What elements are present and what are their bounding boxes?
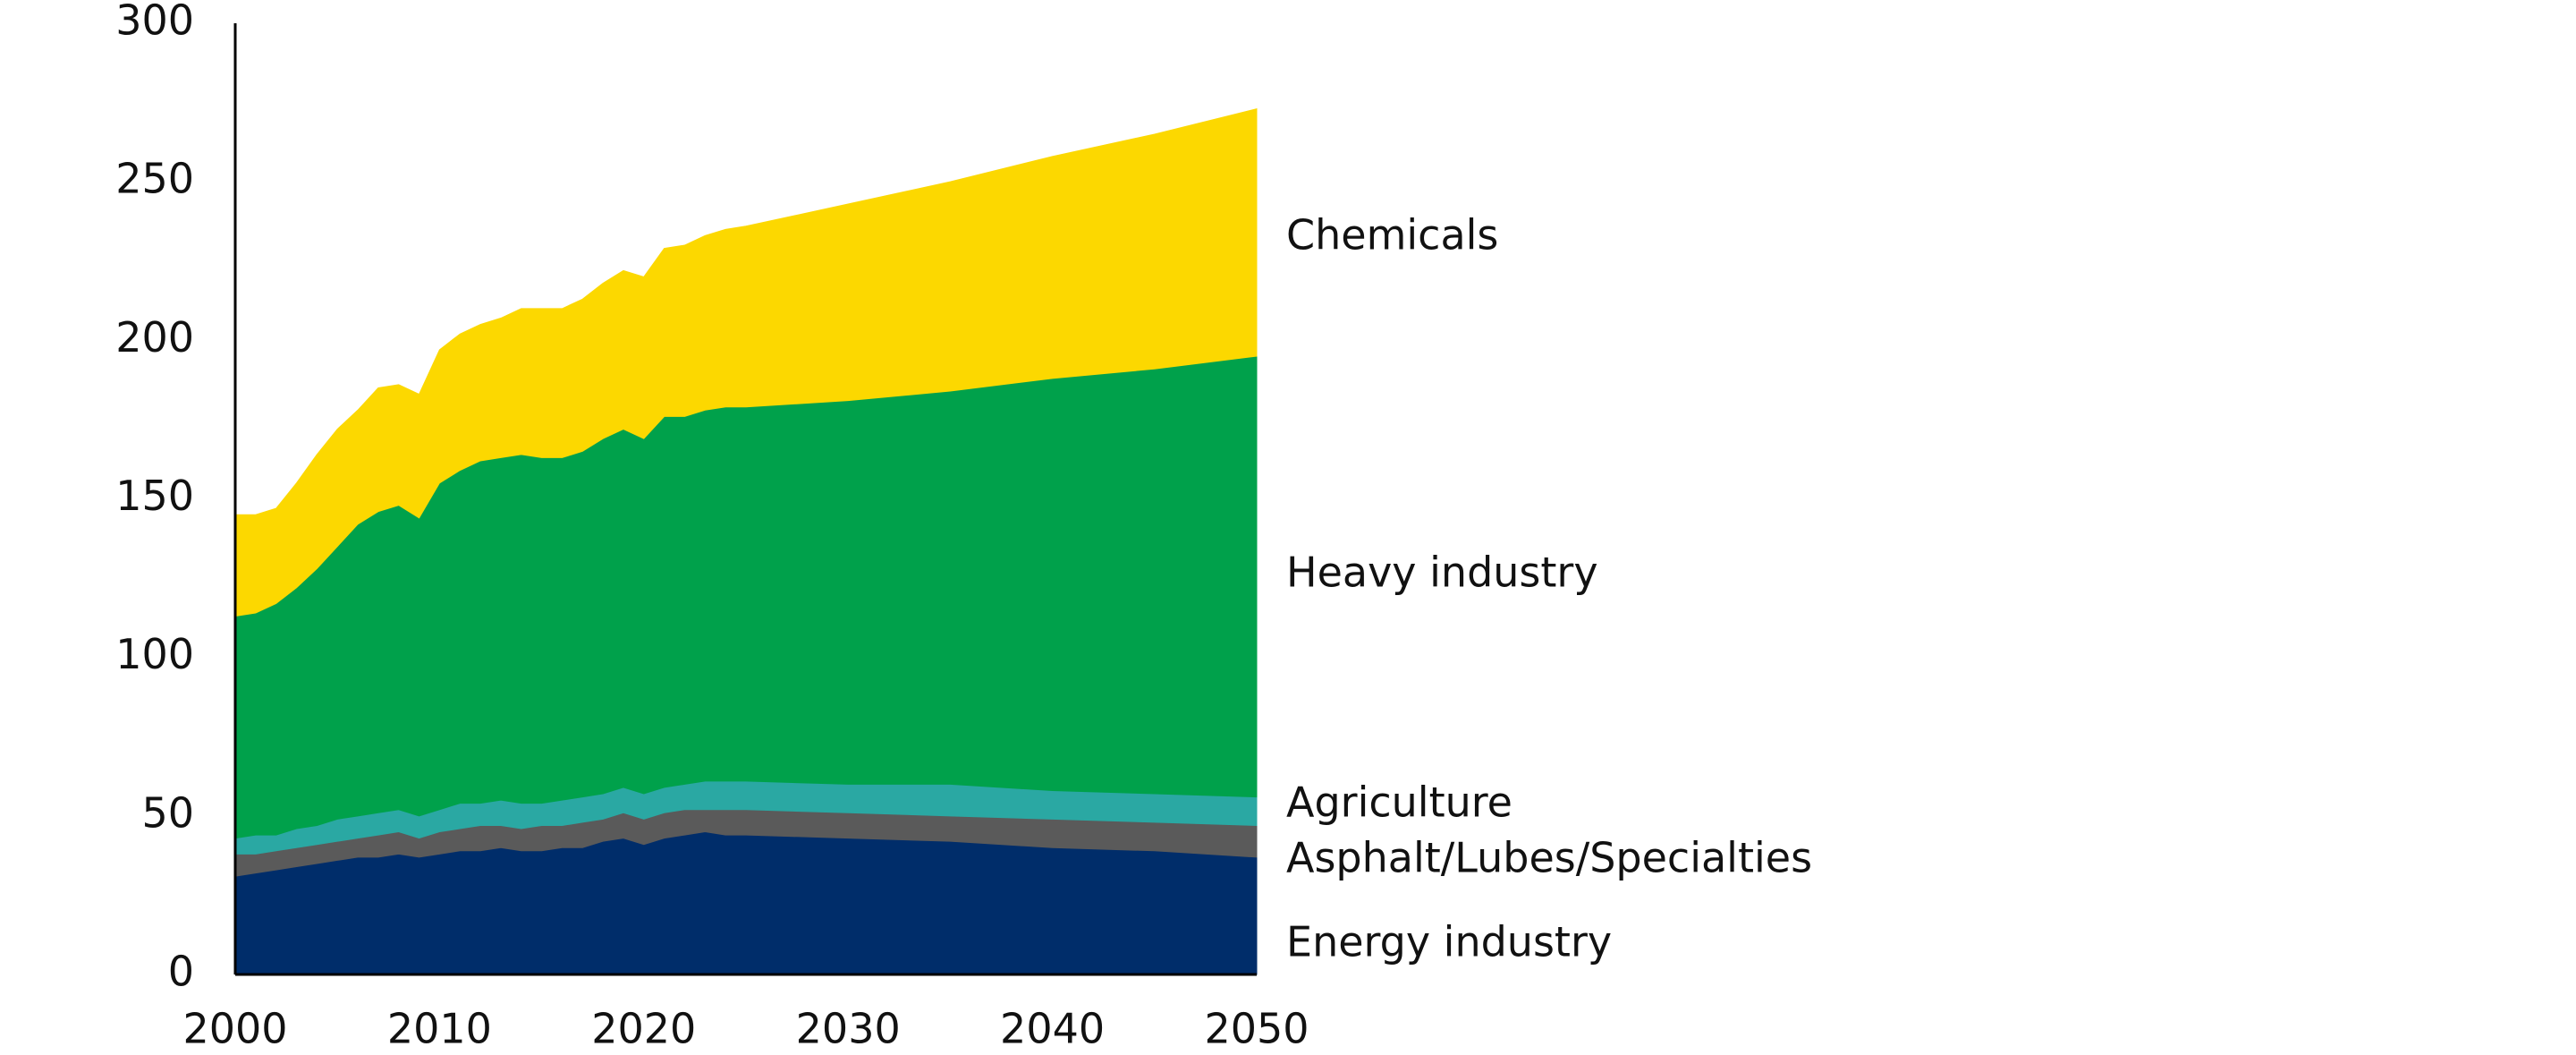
y-tick-label: 200 [115, 313, 194, 362]
series-label: Chemicals [1286, 211, 1498, 259]
y-tick-label: 250 [115, 155, 194, 203]
series-label: Agriculture [1286, 778, 1513, 827]
series-label: Energy industry [1286, 918, 1612, 966]
x-tick-label: 2020 [591, 1005, 696, 1053]
x-tick-label: 2030 [796, 1005, 901, 1053]
y-tick-label: 300 [115, 0, 194, 45]
series-label: Asphalt/Lubes/Specialties [1286, 834, 1812, 882]
x-tick-label: 2010 [387, 1005, 492, 1053]
area [234, 108, 1258, 617]
x-tick-label: 2040 [1000, 1005, 1105, 1053]
y-tick-label: 150 [115, 472, 194, 520]
y-tick-label: 100 [115, 630, 194, 678]
y-tick-label: 50 [141, 788, 194, 837]
x-tick-label: 2000 [182, 1005, 287, 1053]
x-tick-label: 2050 [1204, 1005, 1309, 1053]
series-label: Heavy industry [1286, 549, 1598, 597]
y-tick-label: 0 [168, 948, 194, 996]
